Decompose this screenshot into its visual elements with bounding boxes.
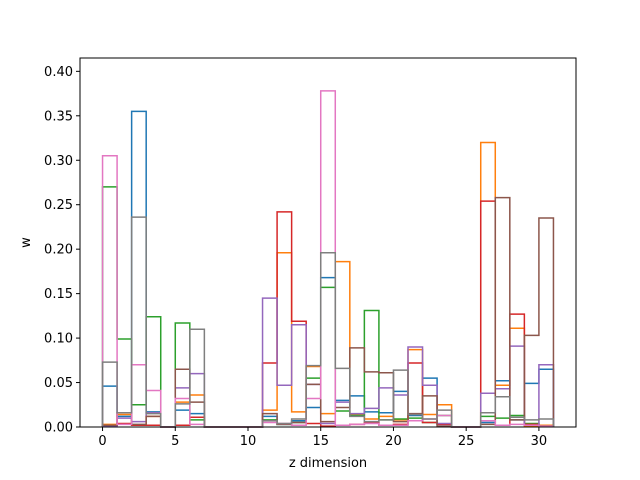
y-tick-label: 0.35 bbox=[44, 109, 73, 124]
x-axis-label: z dimension bbox=[289, 456, 367, 471]
axes-frame bbox=[79, 57, 577, 428]
x-axis-ticks: 0 5 10 15 20 25 30 bbox=[98, 427, 547, 449]
y-tick-label: 0.30 bbox=[44, 154, 73, 169]
y-tick-label: 0.15 bbox=[44, 287, 73, 302]
x-tick-label: 10 bbox=[240, 434, 257, 449]
y-tick-label: 0.10 bbox=[44, 332, 73, 347]
x-tick-label: 30 bbox=[531, 434, 548, 449]
x-tick-label: 5 bbox=[171, 434, 179, 449]
y-tick-label: 0.40 bbox=[44, 65, 73, 80]
x-tick-label: 15 bbox=[312, 434, 329, 449]
y-axis-label: w bbox=[19, 237, 34, 248]
y-tick-label: 0.25 bbox=[44, 198, 73, 213]
y-tick-label: 0.05 bbox=[44, 376, 73, 391]
x-tick-label: 25 bbox=[458, 434, 475, 449]
x-tick-label: 20 bbox=[385, 434, 402, 449]
x-tick-label: 0 bbox=[98, 434, 106, 449]
y-tick-label: 0.00 bbox=[44, 421, 73, 436]
y-tick-label: 0.20 bbox=[44, 243, 73, 258]
y-axis-ticks: 0.00 0.05 0.10 0.15 0.20 0.25 0.30 0.35 0.40 bbox=[44, 65, 80, 436]
